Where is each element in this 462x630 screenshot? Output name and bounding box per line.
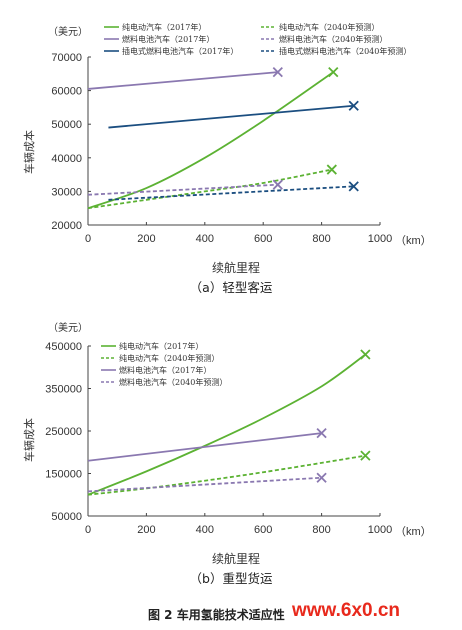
chart-a-series-end-marker-1 <box>272 66 283 78</box>
chart-light-passenger: （美元） 车辆成本 （km） 续航里程 （a）轻型客运 纯电动汽车（2017年）… <box>22 22 432 295</box>
chart-a-xtick-label-3: 600 <box>254 233 272 245</box>
chart-b-unit-label: （美元） <box>48 321 88 334</box>
chart-a-legend: 纯电动汽车（2017年） 燃料电池汽车（2017年） 插电式燃料电池汽车（201… <box>104 22 411 56</box>
legend-b-label-3: 燃料电池汽车（2040年预测） <box>119 377 227 387</box>
chart-a-series-end-marker-0 <box>328 66 339 78</box>
chart-b-y-label: 车辆成本 <box>22 418 36 462</box>
chart-b-ytick-label-4: 450000 <box>45 341 82 353</box>
chart-a-xtick-label-0: 0 <box>85 233 91 245</box>
chart-b-legend: 纯电动汽车（2017年） 纯电动汽车（2040年预测） 燃料电池汽车（2017年… <box>101 341 227 387</box>
chart-b-caption: （b）重型货运 <box>190 571 273 586</box>
legend-a-label-1: 燃料电池汽车（2017年） <box>122 34 214 44</box>
chart-b-ytick-label-3: 350000 <box>45 384 82 396</box>
chart-b-x-unit: （km） <box>395 525 432 538</box>
chart-a-x-unit: （km） <box>395 234 432 247</box>
chart-a-xtick-label-1: 200 <box>137 233 155 245</box>
figure-caption: 图 2 车用氢能技术适应性 <box>148 607 285 622</box>
chart-heavy-freight: （美元） 车辆成本 （km） 续航里程 （b）重型货运 纯电动汽车（2017年）… <box>22 321 432 586</box>
chart-b-x-label: 续航里程 <box>212 551 260 566</box>
chart-a-ytick-label-4: 60000 <box>51 86 82 98</box>
chart-a-ytick-label-2: 40000 <box>51 153 82 165</box>
chart-a-x-label: 续航里程 <box>212 260 260 275</box>
chart-b-series-end-marker-2 <box>316 427 327 439</box>
chart-b-series-end-marker-0 <box>360 349 371 360</box>
legend-b-label-2: 燃料电池汽车（2017年） <box>119 365 211 375</box>
watermark-text: www.6x0.cn <box>291 600 400 621</box>
chart-b-ytick-label-1: 150000 <box>45 469 82 481</box>
chart-b-series-line-2 <box>87 432 322 462</box>
chart-a-series-end-marker-4 <box>272 179 283 190</box>
legend-a-label-2: 插电式燃料电池汽车（2017年） <box>122 46 238 56</box>
chart-a-series-end-marker-3 <box>326 164 337 175</box>
chart-a-ytick-label-0: 20000 <box>51 220 82 232</box>
chart-b-series-end-marker-1 <box>360 450 371 461</box>
chart-a-unit-label: （美元） <box>48 25 88 38</box>
chart-b-xtick-label-2: 400 <box>196 524 214 536</box>
chart-a-series-line-1 <box>87 71 278 90</box>
chart-a-xtick-label-2: 400 <box>196 233 214 245</box>
legend-b-label-1: 纯电动汽车（2040年预测） <box>119 353 219 363</box>
chart-a-series-line-2 <box>108 104 354 129</box>
legend-a-label-0: 纯电动汽车（2017年） <box>122 22 206 32</box>
legend-a-label-4: 燃料电池汽车（2040年预测） <box>279 34 387 44</box>
chart-a-ytick-label-5: 70000 <box>51 52 82 64</box>
chart-a-xtick-label-4: 800 <box>312 233 330 245</box>
chart-b-xtick-label-5: 1000 <box>368 524 392 536</box>
chart-b-series-end-marker-3 <box>316 472 327 483</box>
chart-b-series-line-0 <box>87 353 366 496</box>
chart-b-xtick-label-0: 0 <box>85 524 91 536</box>
legend-b-label-0: 纯电动汽车（2017年） <box>119 341 203 351</box>
chart-a-ytick-label-3: 50000 <box>51 119 82 131</box>
chart-a-series-end-marker-2 <box>348 100 359 111</box>
chart-b-ytick-label-0: 50000 <box>51 511 82 523</box>
chart-a-series-line-3 <box>87 168 332 210</box>
chart-b-xtick-label-3: 600 <box>254 524 272 536</box>
chart-a-xtick-label-5: 1000 <box>368 233 392 245</box>
chart-a-series-end-marker-5 <box>348 181 359 192</box>
chart-a-y-label: 车辆成本 <box>22 130 36 174</box>
chart-b-series-line-3 <box>87 476 322 493</box>
chart-a-series-line-0 <box>87 71 334 210</box>
chart-b-ytick-label-2: 250000 <box>45 426 82 438</box>
chart-b-xtick-label-4: 800 <box>312 524 330 536</box>
chart-a-series-line-5 <box>108 185 354 201</box>
legend-a-label-5: 插电式燃料电池汽车（2040年预测） <box>279 46 411 56</box>
legend-a-label-3: 纯电动汽车（2040年预测） <box>279 22 379 32</box>
chart-a-series-line-4 <box>87 183 278 196</box>
chart-a-ytick-label-1: 30000 <box>51 186 82 198</box>
chart-b-xtick-label-1: 200 <box>137 524 155 536</box>
chart-a-caption: （a）轻型客运 <box>190 280 273 295</box>
